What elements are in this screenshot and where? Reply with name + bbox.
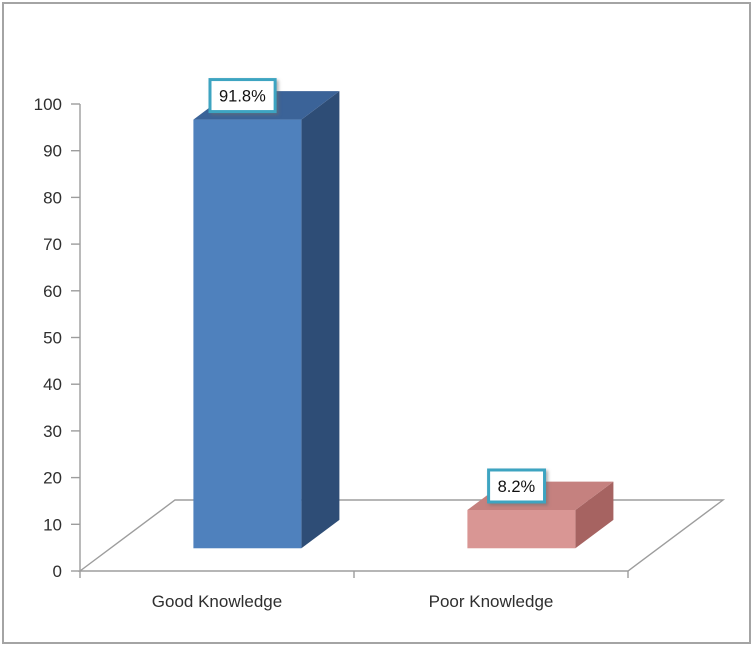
category-label-poor-knowledge: Poor Knowledge bbox=[429, 592, 554, 611]
bar-front-face bbox=[193, 119, 302, 549]
bar-good-knowledge bbox=[193, 91, 340, 549]
category-label-good-knowledge: Good Knowledge bbox=[152, 592, 282, 611]
y-axis-tick-label: 90 bbox=[43, 142, 62, 161]
y-axis-tick-label: 50 bbox=[43, 329, 62, 348]
y-axis-tick-label: 40 bbox=[43, 375, 62, 394]
y-axis-tick-label: 100 bbox=[34, 95, 62, 114]
y-axis-tick-label: 20 bbox=[43, 469, 62, 488]
bar-front-face bbox=[467, 509, 576, 549]
y-axis-tick-label: 80 bbox=[43, 188, 62, 207]
y-axis-tick-label: 30 bbox=[43, 422, 62, 441]
y-axis-tick-label: 0 bbox=[53, 562, 62, 581]
y-axis-tick-label: 60 bbox=[43, 282, 62, 301]
bar-side-face bbox=[301, 91, 340, 549]
data-label-box bbox=[208, 78, 277, 114]
bar-side-face bbox=[575, 481, 614, 549]
data-label-text: 8.2% bbox=[498, 478, 536, 496]
plot-floor bbox=[77, 499, 726, 572]
data-label-box bbox=[487, 468, 547, 504]
data-label-poor-knowledge: 8.2% bbox=[487, 468, 547, 504]
y-axis-tick-label: 70 bbox=[43, 235, 62, 254]
data-label-good-knowledge: 91.8% bbox=[208, 78, 277, 114]
data-label-text: 91.8% bbox=[219, 88, 266, 106]
y-axis-tick-label: 10 bbox=[43, 515, 62, 534]
